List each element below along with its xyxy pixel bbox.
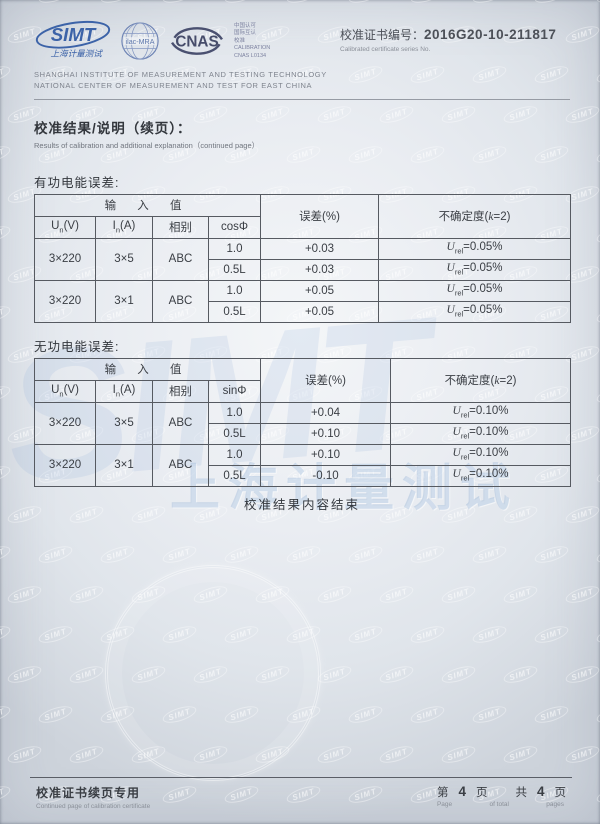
error-cell: +0.05 [260, 300, 380, 323]
angle-cell: 1.0 [207, 443, 262, 466]
un-cell: 3×220 [34, 237, 96, 281]
in-cell: 3×5 [95, 237, 153, 281]
phase-cell: ABC [152, 279, 209, 323]
header-left: SIMT 上海计量测试 ilac-MRA [34, 20, 327, 92]
svg-text:SIMT: SIMT [51, 24, 97, 45]
active-energy-caption: 有功电能误差: [34, 175, 120, 190]
un-cell: 3×220 [34, 279, 96, 323]
header-sin-phi: sinΦ [207, 379, 262, 403]
phase-cell: ABC [152, 237, 209, 281]
error-cell: +0.10 [260, 443, 392, 466]
header-cos-phi: cosΦ [207, 215, 262, 239]
in-cell: 3×5 [95, 401, 153, 445]
page-number-english: Page of total pages [436, 801, 564, 808]
logo-row: SIMT 上海计量测试 ilac-MRA [34, 20, 327, 62]
uncertainty-cell: Urel=0.10% [390, 443, 572, 466]
in-cell: 3×1 [95, 279, 153, 323]
header-input-value: 输 入 值 [33, 193, 262, 217]
uncertainty-cell: Urel=0.05% [378, 237, 572, 260]
header-in: In(A) [95, 215, 153, 239]
certificate-number-block: 校准证书编号：2016G20-10-211817 Calibrated cert… [340, 26, 570, 53]
cnas-logo: CNAS [170, 27, 224, 55]
phase-cell: ABC [152, 443, 209, 487]
header-divider [34, 98, 570, 100]
angle-cell: 1.0 [207, 237, 262, 260]
svg-text:CNAS: CNAS [175, 34, 218, 51]
institute-name-line2: NATIONAL CENTER OF MEASUREMENT AND TEST … [34, 81, 313, 91]
reactive-energy-caption: 无功电能误差: [34, 339, 120, 354]
section-title: 校准结果/说明（续页）： [34, 120, 192, 136]
un-cell: 3×220 [34, 443, 96, 487]
uncertainty-cell: Urel=0.05% [378, 279, 572, 302]
certificate-number: 校准证书编号：2016G20-10-211817 [340, 27, 557, 42]
footer-row: 校准证书续页专用 Continued page of calibration c… [30, 784, 572, 810]
svg-text:ilac-MRA: ilac-MRA [126, 38, 155, 46]
header-in: In(A) [95, 379, 153, 403]
un-cell: 3×220 [34, 401, 96, 445]
header-error: 误差(%) [260, 357, 392, 403]
uncertainty-cell: Urel=0.05% [378, 300, 572, 323]
uncertainty-cell: Urel=0.05% [378, 258, 572, 281]
header-uncertainty: 不确定度(k=2) [390, 357, 572, 403]
header-input-value: 输 入 值 [33, 357, 262, 381]
header: SIMT 上海计量测试 ilac-MRA [34, 20, 570, 92]
footer-divider [30, 777, 572, 778]
angle-cell: 0.5L [207, 258, 262, 281]
in-cell: 3×1 [95, 443, 153, 487]
total-page-number: 4 [536, 784, 545, 799]
footer-purpose-label: 校准证书续页专用 [36, 786, 141, 800]
uncertainty-cell: Urel=0.10% [390, 422, 572, 445]
angle-cell: 1.0 [207, 401, 262, 424]
footer-purpose-sublabel: Continued page of calibration certificat… [36, 803, 151, 810]
institute-name-line1: SHANGHAI INSTITUTE OF MEASUREMENT AND TE… [34, 70, 327, 79]
error-cell: +0.03 [260, 237, 380, 260]
institute-name: SHANGHAI INSTITUTE OF MEASUREMENT AND TE… [34, 69, 327, 92]
error-cell: -0.10 [260, 464, 392, 487]
footer-left: 校准证书续页专用 Continued page of calibration c… [36, 784, 150, 810]
ilac-mra-logo: ilac-MRA [121, 22, 159, 60]
end-of-results-note: 校准结果内容结束 [243, 497, 360, 512]
angle-cell: 0.5L [207, 300, 262, 323]
error-cell: +0.03 [260, 258, 380, 281]
angle-cell: 0.5L [207, 464, 262, 487]
header-uncertainty: 不确定度(k=2) [378, 193, 572, 239]
section-title-block: 校准结果/说明（续页）： Results of calibration and … [34, 117, 570, 151]
error-cell: +0.05 [260, 279, 380, 302]
svg-text:上海计量测试: 上海计量测试 [50, 49, 103, 60]
uncertainty-cell: Urel=0.10% [390, 401, 572, 424]
header-error: 误差(%) [260, 193, 380, 239]
header-phase: 相别 [152, 379, 209, 403]
header-phase: 相别 [152, 215, 209, 239]
current-page-number: 4 [458, 784, 466, 799]
uncertainty-cell: Urel=0.10% [390, 464, 572, 487]
simt-logo: SIMT 上海计量测试 [35, 20, 111, 60]
angle-cell: 1.0 [207, 279, 262, 302]
phase-cell: ABC [152, 401, 209, 445]
angle-cell: 0.5L [207, 422, 262, 445]
error-cell: +0.04 [260, 401, 392, 424]
error-cell: +0.10 [260, 422, 392, 445]
header-un: Un(V) [34, 215, 96, 239]
header-un: Un(V) [34, 379, 96, 403]
active-energy-table: 输 入 值 误差(%) 不确定度(k=2) Un(V) In(A) 相别 cos… [33, 193, 572, 323]
reactive-energy-table: 输 入 值 误差(%) 不确定度(k=2) Un(V) In(A) 相别 sin… [33, 357, 572, 487]
cnas-accreditation-text: 中国认可 国际互认 校准 CALIBRATION CNAS L0134 [234, 23, 271, 59]
certificate-number-sublabel: Calibrated certificate series No. [340, 46, 431, 53]
footer: 校准证书续页专用 Continued page of calibration c… [30, 777, 572, 810]
section-subtitle: Results of calibration and additional ex… [34, 140, 260, 150]
